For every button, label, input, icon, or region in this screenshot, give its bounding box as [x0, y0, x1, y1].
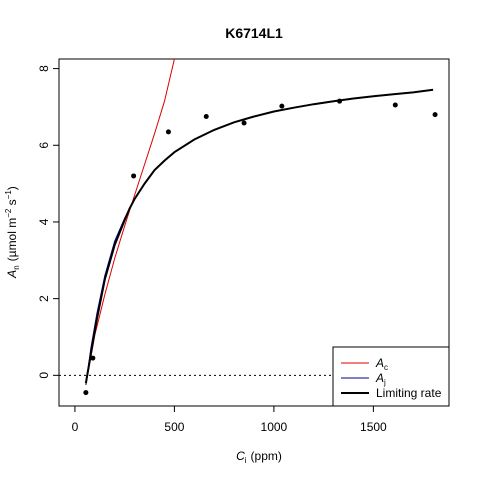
data-point: [83, 390, 89, 396]
observed-points: [83, 98, 438, 396]
legend-label-aj-main: A: [375, 371, 384, 385]
legend: Ac Aj Limiting rate: [332, 346, 450, 407]
data-point: [392, 102, 398, 108]
data-point: [131, 173, 137, 179]
data-point: [165, 129, 171, 135]
plot-frame: [58, 58, 450, 407]
data-point: [337, 98, 343, 104]
y-tick-label: 4: [37, 218, 51, 225]
data-point: [432, 112, 438, 118]
y-axis-title-main: A: [5, 270, 19, 279]
x-tick-label: 0: [72, 420, 79, 434]
y-axis-title-unit-suffix: ): [5, 186, 19, 190]
y-axis: 0 2 4 6 8: [37, 65, 59, 379]
data-point: [241, 120, 247, 126]
legend-label-limiting-rate: Limiting rate: [376, 386, 442, 400]
y-axis-title: An (µmol m−2 s−1): [4, 186, 21, 279]
x-tick-label: 500: [164, 420, 184, 434]
y-axis-title-unit-prefix: (µmol m: [5, 218, 19, 262]
series-line-ac: [85, 59, 175, 385]
data-point: [90, 355, 96, 361]
y-tick-label: 0: [37, 372, 51, 379]
x-axis-title: Ci (ppm): [236, 449, 282, 465]
y-tick-label: 6: [37, 142, 51, 149]
x-axis-title-sub: i: [245, 456, 247, 465]
y-tick-label: 2: [37, 295, 51, 302]
y-axis-title-sup1: −2: [4, 208, 13, 218]
legend-label-aj-sub: j: [383, 378, 386, 387]
y-axis-title-sub: n: [12, 265, 21, 269]
y-tick-label: 8: [37, 65, 51, 72]
data-point: [279, 103, 285, 109]
data-point: [203, 114, 209, 120]
legend-label-ac-sub: c: [384, 363, 388, 372]
x-tick-label: 1500: [360, 420, 387, 434]
x-tick-label: 1000: [261, 420, 288, 434]
legend-label-aj: Aj: [375, 371, 386, 387]
y-axis-title-mid: s: [5, 199, 19, 208]
legend-label-ac: Ac: [375, 356, 388, 372]
chart-title: K6714L1: [225, 25, 283, 41]
y-axis-title-sup2: −1: [4, 190, 13, 200]
legend-box: [332, 346, 450, 407]
series-line-limiting-rate: [84, 88, 434, 384]
x-axis-title-unit: (ppm): [251, 449, 282, 463]
legend-label-ac-main: A: [375, 356, 384, 370]
x-axis-title-main: C: [236, 449, 245, 463]
x-axis: 0 500 1000 1500: [72, 406, 387, 434]
